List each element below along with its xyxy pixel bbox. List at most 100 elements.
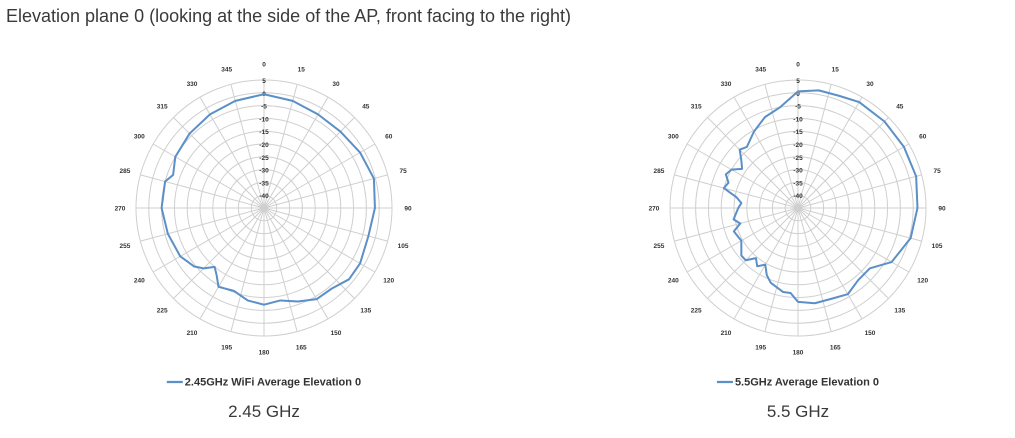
angle-tick-label: 75 xyxy=(399,168,407,175)
angle-tick-label: 75 xyxy=(933,168,941,175)
angle-tick-label: 255 xyxy=(653,243,664,250)
caption-5.5ghz: 5.5 GHz xyxy=(766,402,830,421)
angle-tick-label: 180 xyxy=(259,350,270,357)
radial-tick-label: -25 xyxy=(793,155,803,162)
angle-tick-label: 210 xyxy=(187,330,198,337)
angle-tick-label: 30 xyxy=(866,81,874,88)
angle-tick-label: 210 xyxy=(721,330,732,337)
angle-tick-label: 105 xyxy=(398,243,409,250)
page-title: Elevation plane 0 (looking at the side o… xyxy=(6,6,572,26)
grid-spoke xyxy=(263,207,376,273)
angle-tick-label: 300 xyxy=(668,134,679,141)
radial-tick-label: -25 xyxy=(259,155,269,162)
legend: 5.5GHz Average Elevation 0 xyxy=(716,377,879,389)
series-line xyxy=(160,93,376,306)
grid-spoke xyxy=(263,84,298,209)
radial-tick-label: -20 xyxy=(793,142,803,149)
grid-spoke xyxy=(674,174,799,209)
angle-tick-label: 135 xyxy=(360,307,371,314)
grid-spoke xyxy=(263,117,355,209)
grid-spoke xyxy=(230,207,265,332)
angle-tick-label: 240 xyxy=(668,278,679,285)
radial-tick-label: -40 xyxy=(793,193,803,200)
polar-chart-2.45ghz: 50-5-10-15-20-25-30-35-40015304560759010… xyxy=(115,62,412,389)
polar-grid xyxy=(669,79,927,337)
grid-spoke xyxy=(263,143,376,209)
radial-tick-label: 5 xyxy=(262,78,266,85)
grid-spoke xyxy=(797,117,889,209)
angle-tick-label: 30 xyxy=(332,81,340,88)
angle-tick-label: 270 xyxy=(115,206,126,213)
angle-tick-label: 285 xyxy=(119,168,130,175)
angle-tick-label: 330 xyxy=(721,81,732,88)
angle-tick-label: 315 xyxy=(691,104,702,111)
grid-spoke xyxy=(173,207,265,299)
grid-spoke xyxy=(152,207,265,273)
angle-tick-label: 255 xyxy=(119,243,130,250)
angle-tick-label: 270 xyxy=(649,206,660,213)
grid-spoke xyxy=(152,143,265,209)
angle-tick-label: 165 xyxy=(296,345,307,352)
angle-tick-label: 45 xyxy=(896,104,904,111)
grid-spoke xyxy=(263,207,388,242)
angle-tick-label: 60 xyxy=(385,134,393,141)
angle-tick-label: 225 xyxy=(157,307,168,314)
angle-tick-label: 315 xyxy=(157,104,168,111)
grid-spoke xyxy=(797,207,910,273)
angle-tick-label: 240 xyxy=(134,278,145,285)
grid-spoke xyxy=(686,207,799,273)
radial-tick-label: -5 xyxy=(261,104,267,111)
angle-tick-label: 90 xyxy=(404,206,412,213)
angle-tick-label: 195 xyxy=(755,345,766,352)
angle-tick-label: 345 xyxy=(755,66,766,73)
angle-tick-label: 165 xyxy=(830,345,841,352)
angle-tick-label: 0 xyxy=(262,62,266,69)
angle-tick-label: 90 xyxy=(938,206,946,213)
grid-spoke xyxy=(797,96,863,209)
grid-spoke xyxy=(199,207,265,320)
grid-spoke xyxy=(797,207,863,320)
grid-spoke xyxy=(764,84,799,209)
radial-tick-label: -10 xyxy=(259,116,269,123)
caption-2.45ghz: 2.45 GHz xyxy=(228,402,300,421)
radial-tick-label: -35 xyxy=(259,180,269,187)
radial-tick-label: -15 xyxy=(259,129,269,136)
radial-tick-label: -20 xyxy=(259,142,269,149)
angle-tick-label: 0 xyxy=(796,62,800,69)
grid-spoke xyxy=(707,207,799,299)
angle-tick-label: 225 xyxy=(691,307,702,314)
radial-tick-label: -40 xyxy=(259,193,269,200)
polar-grid xyxy=(135,79,393,337)
angle-tick-label: 180 xyxy=(793,350,804,357)
legend-label: 2.45GHz WiFi Average Elevation 0 xyxy=(185,377,361,389)
legend: 2.45GHz WiFi Average Elevation 0 xyxy=(166,377,361,389)
angle-tick-label: 300 xyxy=(134,134,145,141)
grid-spoke xyxy=(263,174,388,209)
angle-tick-label: 345 xyxy=(221,66,232,73)
grid-spoke xyxy=(199,96,265,209)
grid-spoke xyxy=(140,174,265,209)
grid-spoke xyxy=(140,207,265,242)
grid-spoke xyxy=(733,96,799,209)
angle-tick-label: 120 xyxy=(917,278,928,285)
radial-tick-label: -10 xyxy=(793,116,803,123)
radial-tick-label: -30 xyxy=(259,168,269,175)
grid-spoke xyxy=(797,207,832,332)
grid-spoke xyxy=(707,117,799,209)
radial-tick-label: -5 xyxy=(795,104,801,111)
angle-tick-label: 60 xyxy=(919,134,927,141)
angle-tick-label: 15 xyxy=(832,66,840,73)
grid-spoke xyxy=(797,207,889,299)
angle-tick-label: 195 xyxy=(221,345,232,352)
angle-tick-label: 285 xyxy=(653,168,664,175)
grid-spoke xyxy=(797,84,832,209)
radial-tick-label: -30 xyxy=(793,168,803,175)
legend-label: 5.5GHz Average Elevation 0 xyxy=(735,377,879,389)
grid-spoke xyxy=(674,207,799,242)
angle-tick-label: 150 xyxy=(331,330,342,337)
grid-spoke xyxy=(263,207,298,332)
polar-chart-5.5ghz: 5 0 -5 -10 -15 -20 -25 -30 -35 -40 0 15 30 45 60 75 90 10… xyxy=(649,62,946,389)
grid-spoke xyxy=(230,84,265,209)
series-line xyxy=(722,89,919,305)
grid-spoke xyxy=(173,117,265,209)
